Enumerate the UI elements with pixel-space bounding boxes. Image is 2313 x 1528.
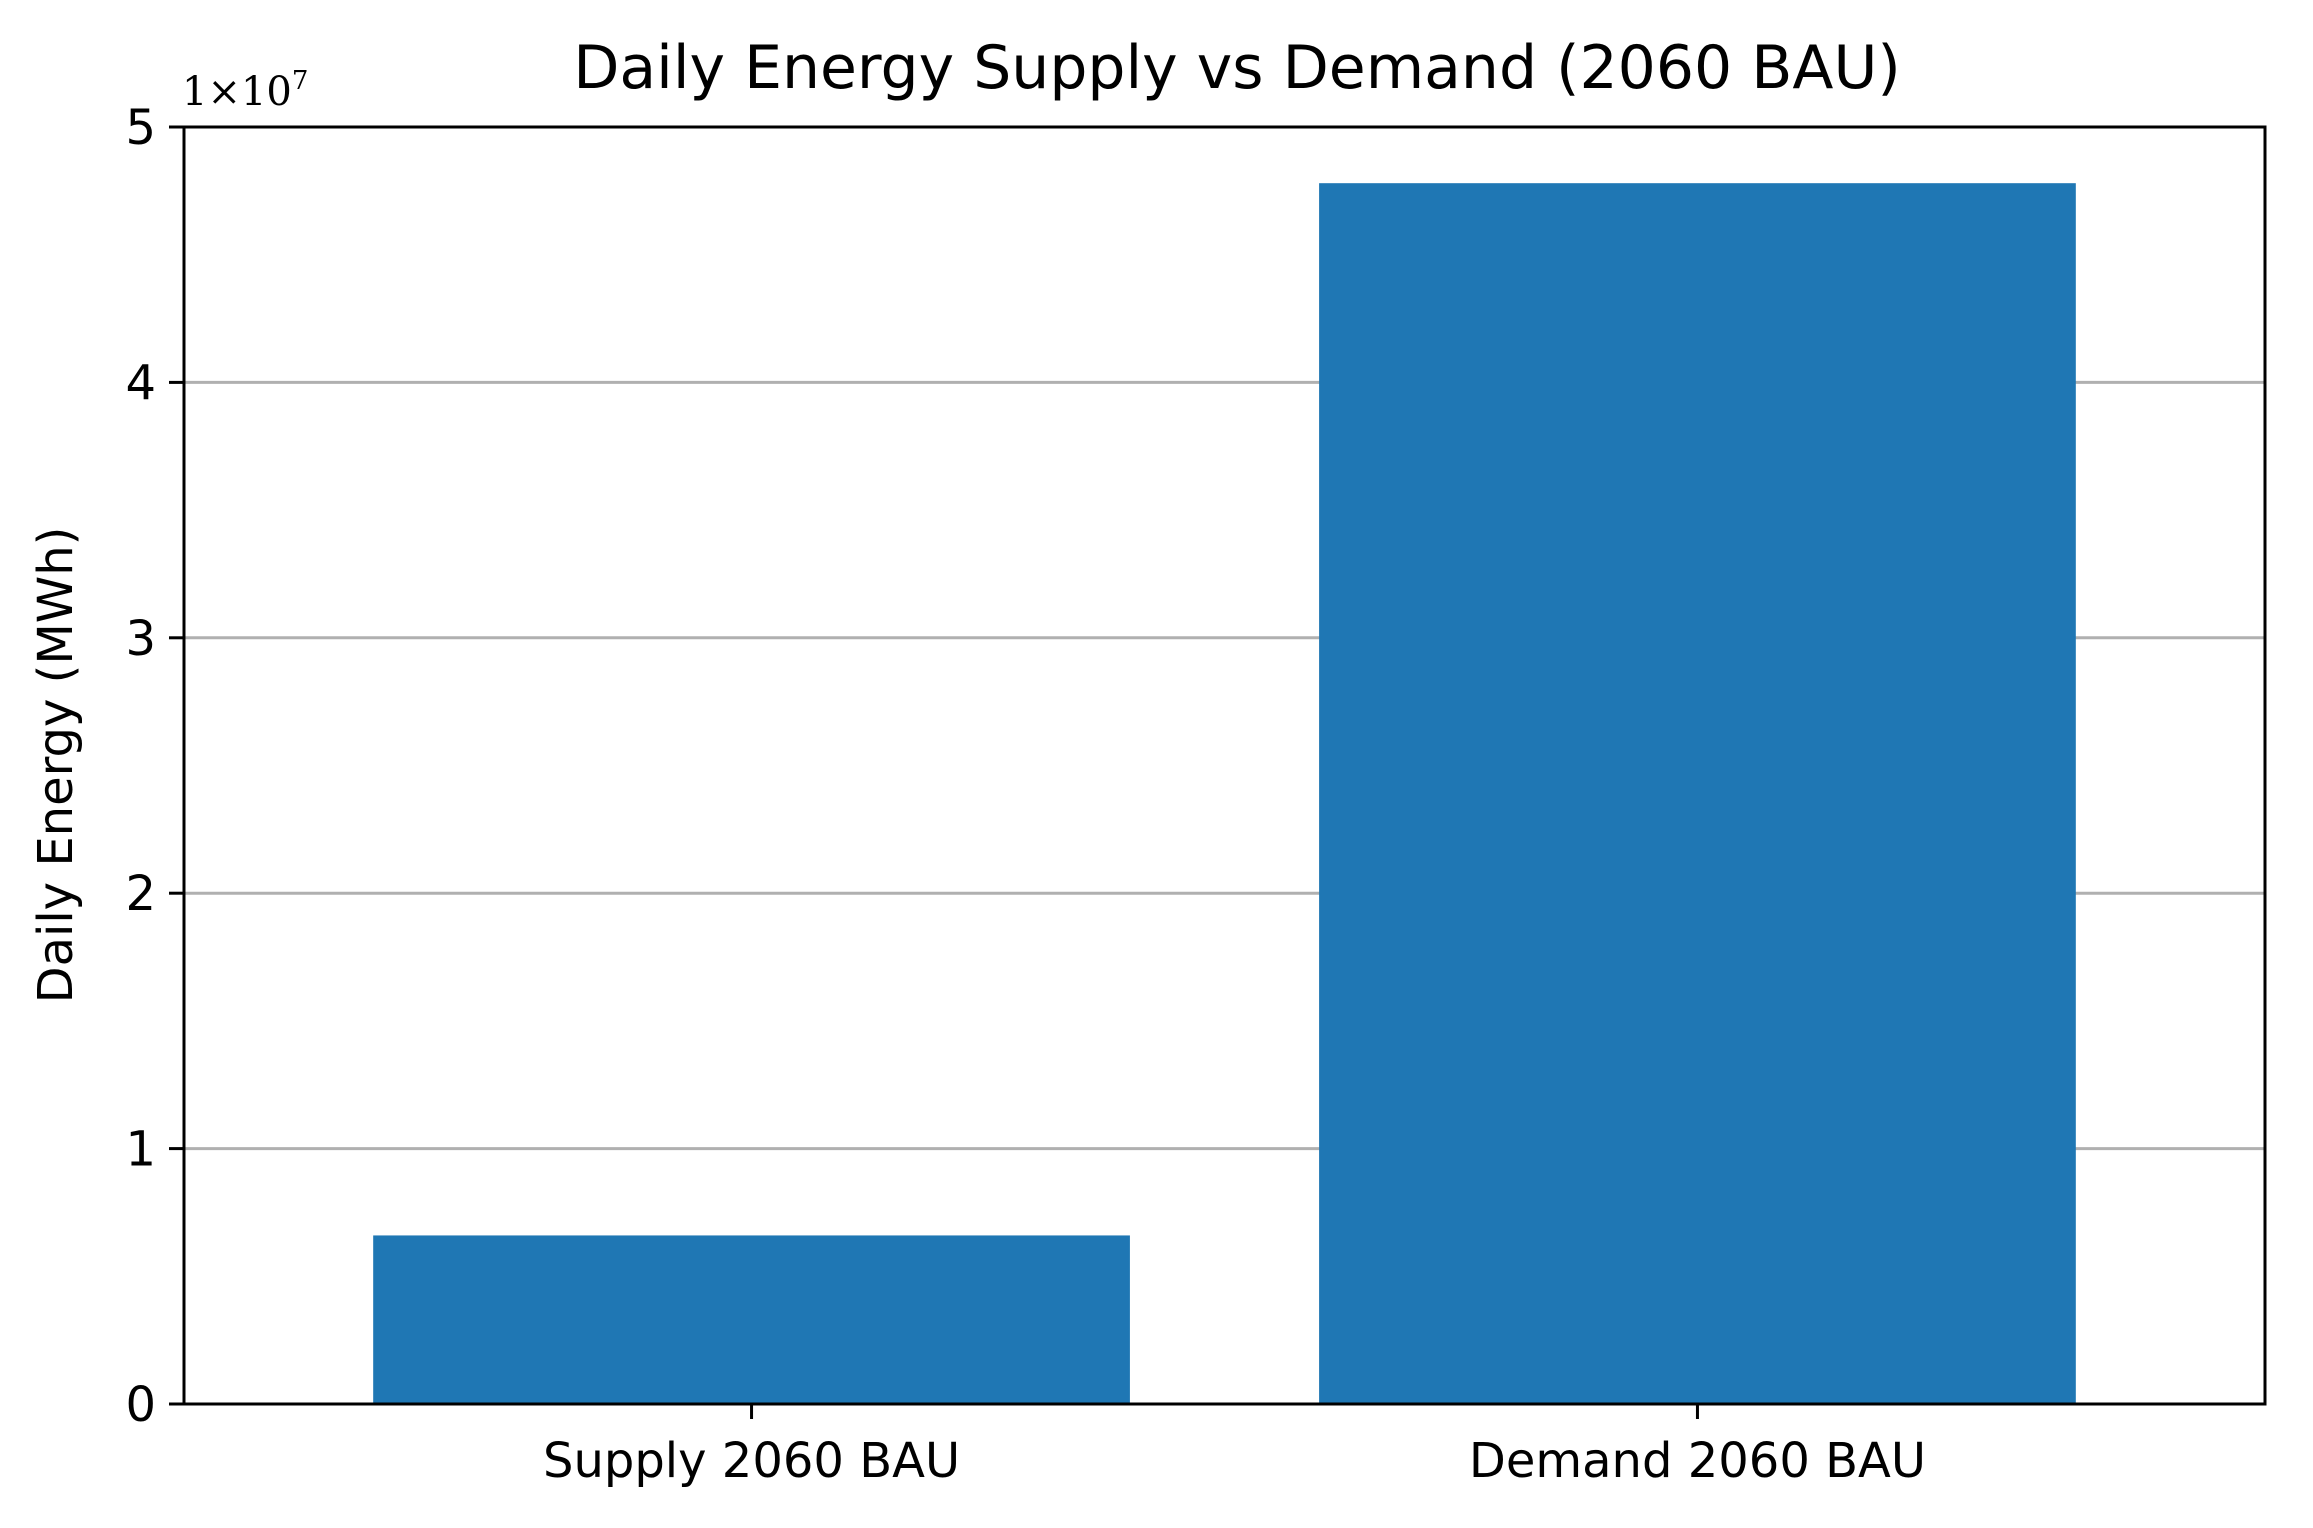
- scale-base: 1×10: [182, 69, 292, 115]
- bar-demand-2060-bau: [1319, 183, 2076, 1405]
- y-tick-label: 2: [125, 866, 156, 922]
- y-tick-label: 0: [125, 1377, 156, 1433]
- chart-title: Daily Energy Supply vs Demand (2060 BAU): [573, 33, 1901, 103]
- y-tick-label: 5: [125, 100, 156, 156]
- y-tick-label: 3: [125, 611, 156, 667]
- bars: [373, 183, 2076, 1405]
- ticks: 0 1 2 3 4 5 Supply 2060 BAU Demand 2060 BAU: [125, 100, 1926, 1489]
- x-tick-label: Supply 2060 BAU: [543, 1433, 960, 1489]
- scale-exponent: 7: [292, 66, 309, 96]
- bar-supply-2060-bau: [373, 1235, 1130, 1404]
- plot-area-frame: [182, 125, 2267, 1406]
- y-axis-scale-multiplier: 1×107: [182, 66, 308, 115]
- y-tick-label: 1: [125, 1122, 156, 1178]
- x-tick-label: Demand 2060 BAU: [1469, 1433, 1926, 1489]
- y-tick-label: 4: [125, 355, 156, 411]
- y-axis-label: Daily Energy (MWh): [28, 527, 84, 1004]
